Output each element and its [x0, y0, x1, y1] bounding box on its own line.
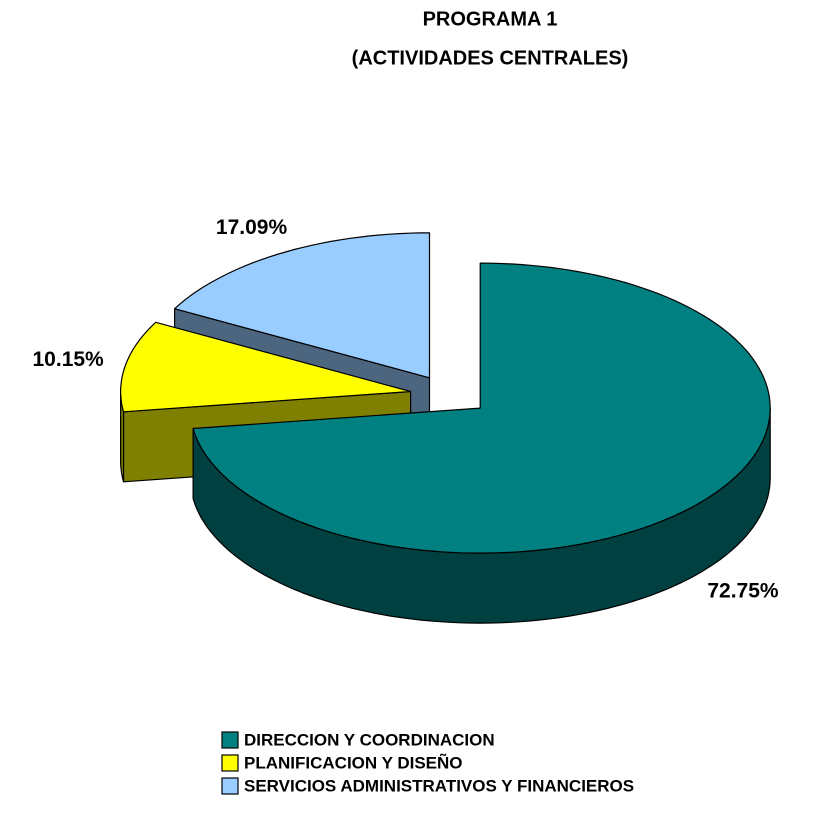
chart-title: PROGRAMA 1 [423, 8, 558, 30]
data-label: 10.15% [33, 348, 105, 371]
chart-subtitle: (ACTIVIDADES CENTRALES) [352, 47, 629, 69]
legend-swatch [221, 731, 239, 749]
legend-swatch [221, 777, 239, 795]
legend-swatch [221, 754, 239, 772]
data-label: 72.75% [707, 580, 779, 603]
slice-top [174, 232, 431, 379]
legend-label: DIRECCION Y COORDINACION [244, 730, 495, 749]
slice-top [192, 262, 771, 554]
legend-label: SERVICIOS ADMINISTRATIVOS Y FINANCIEROS [244, 776, 634, 795]
legend-label: PLANIFICACION Y DISEÑO [244, 752, 463, 772]
data-label: 17.09% [216, 216, 288, 239]
slice-top [119, 321, 412, 413]
